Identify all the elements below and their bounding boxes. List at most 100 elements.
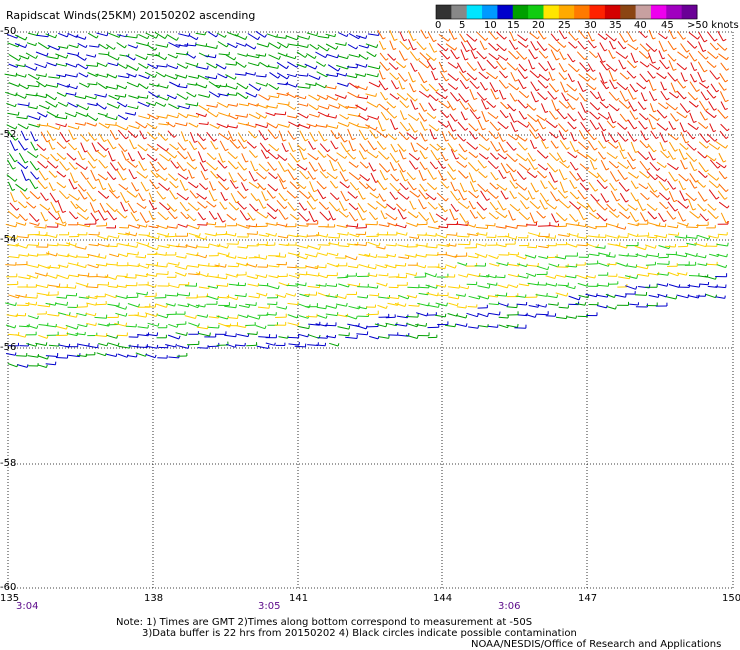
wind-barb: [488, 303, 499, 306]
wind-barb: [476, 211, 484, 220]
wind-barb: [576, 51, 586, 60]
wind-barb-tick: [584, 196, 588, 200]
wind-barb: [508, 210, 514, 221]
wind-barb: [469, 109, 478, 120]
wind-barb-tick: [482, 216, 486, 220]
wind-barb: [148, 210, 154, 220]
wind-barb: [435, 314, 446, 318]
wind-barb-tick: [427, 64, 431, 69]
wind-barb: [710, 83, 717, 93]
wind-barb-tick: [517, 323, 519, 328]
wind-barb-tick: [566, 292, 569, 297]
wind-barb: [346, 66, 358, 69]
wind-barb: [395, 264, 406, 267]
wind-barb: [90, 212, 97, 221]
wind-barb-tick: [95, 123, 98, 127]
wind-barb-tick: [702, 80, 706, 83]
wind-barb-tick: [237, 145, 241, 149]
wind-barb: [38, 264, 50, 269]
wind-barb: [177, 223, 187, 228]
wind-barb: [668, 60, 674, 71]
wind-barb: [579, 182, 587, 191]
wind-barb: [619, 192, 627, 203]
wind-barb: [257, 306, 270, 309]
wind-barb-tick: [205, 113, 207, 117]
wind-barb-tick: [66, 325, 68, 330]
wind-barb-tick: [263, 187, 267, 191]
wind-barb: [708, 180, 718, 189]
wind-barb: [140, 181, 147, 192]
wind-barb-tick: [175, 185, 179, 189]
wind-barb-tick: [314, 169, 318, 172]
wind-barb: [46, 294, 59, 296]
wind-barb: [348, 54, 360, 58]
wind-barb: [206, 131, 215, 142]
wind-barb: [204, 55, 216, 59]
wind-barb: [536, 284, 547, 286]
wind-barb-tick: [488, 284, 491, 289]
wind-barb-tick: [112, 159, 116, 162]
wind-barb: [599, 101, 607, 109]
wind-barb: [576, 224, 586, 228]
wind-barb-tick: [503, 207, 507, 211]
wind-barb-tick: [537, 205, 541, 209]
wind-barb: [496, 43, 505, 52]
wind-barb: [66, 153, 75, 161]
wind-barb: [135, 352, 146, 357]
wind-barb-tick: [495, 195, 499, 199]
wind-barb: [389, 152, 397, 163]
wind-barb-tick: [84, 95, 87, 99]
wind-barb-tick: [284, 294, 287, 298]
wind-barb: [388, 62, 397, 70]
wind-barb: [698, 82, 708, 89]
wind-barb-tick: [366, 295, 369, 299]
wind-barb: [174, 265, 187, 270]
wind-barb: [596, 284, 609, 287]
wind-barb-tick: [117, 342, 120, 347]
wind-barb: [16, 355, 27, 357]
wind-barb: [328, 242, 339, 246]
wind-barb-tick: [313, 147, 317, 150]
wind-barb: [495, 210, 506, 219]
wind-barb-tick: [37, 76, 40, 80]
wind-barb: [296, 51, 306, 58]
wind-barb: [39, 203, 49, 211]
wind-barb: [347, 128, 353, 140]
wind-barb: [399, 100, 408, 109]
wind-barb: [27, 73, 39, 81]
wind-barb: [367, 115, 378, 120]
wind-barb: [384, 264, 396, 269]
wind-barb-tick: [652, 76, 656, 79]
wind-barb-tick: [314, 65, 318, 70]
wind-barb: [116, 334, 128, 337]
wind-barb: [579, 163, 588, 170]
wind-barb: [245, 72, 255, 76]
wind-barb: [658, 40, 665, 52]
wind-barb: [606, 152, 616, 160]
wind-barb: [209, 123, 219, 129]
wind-barb-tick: [412, 80, 416, 83]
wind-barb: [676, 62, 686, 71]
wind-barb: [366, 266, 376, 270]
wind-barb: [125, 325, 137, 328]
wind-barb: [716, 264, 726, 269]
wind-barb-tick: [353, 156, 357, 160]
wind-barb: [687, 91, 696, 101]
wind-barb: [18, 213, 26, 222]
wind-barb: [8, 53, 20, 62]
wind-barb-tick: [499, 311, 501, 316]
wind-barb: [437, 120, 447, 128]
wind-barb-tick: [35, 66, 38, 71]
wind-barb-tick: [166, 84, 169, 89]
wind-barb-tick: [527, 275, 529, 279]
wind-barb-tick: [456, 209, 459, 212]
wind-barb: [307, 152, 317, 161]
wind-barb: [47, 313, 59, 317]
wind-barb: [426, 254, 438, 256]
wind-barb-tick: [513, 147, 517, 151]
wind-barb-tick: [496, 47, 500, 51]
wind-barb-tick: [685, 234, 688, 239]
wind-barb-tick: [564, 77, 568, 81]
wind-barb-tick: [66, 167, 70, 171]
wind-barb: [567, 53, 574, 63]
